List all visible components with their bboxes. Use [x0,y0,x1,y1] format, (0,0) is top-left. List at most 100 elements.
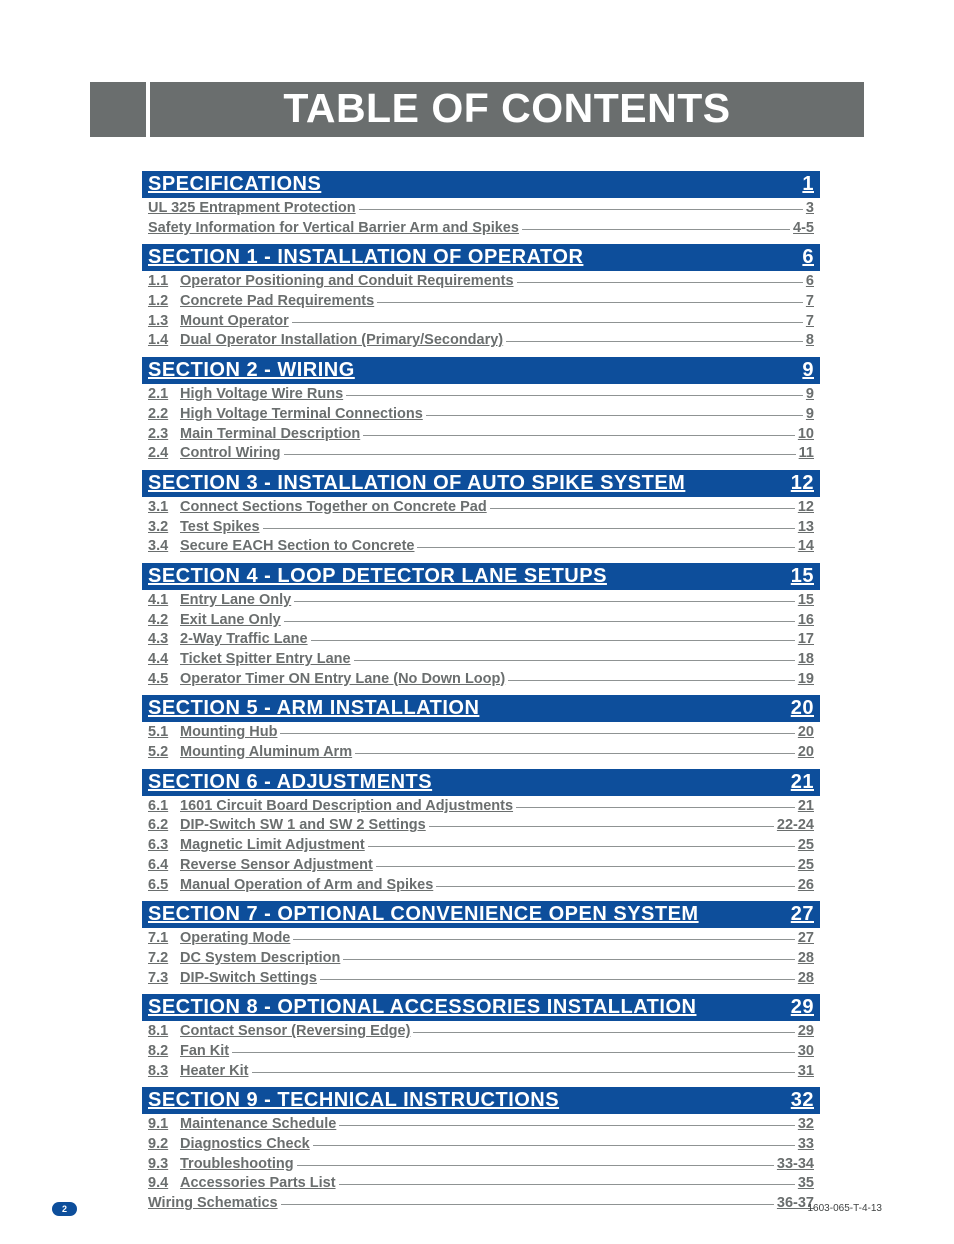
toc-entry: 1.1Operator Positioning and Conduit Requ… [142,272,820,292]
entry-label: UL 325 Entrapment Protection [148,200,356,218]
section-page: 29 [791,996,814,1019]
toc-entry: 7.3DIP-Switch Settings28 [142,969,820,989]
section-page: 12 [791,472,814,495]
entry-label: Entry Lane Only [180,592,291,610]
entry-page: 35 [798,1175,814,1193]
section-header: SECTION 4 - LOOP DETECTOR LANE SETUPS15 [142,563,820,591]
toc-entry: 6.11601 Circuit Board Description and Ad… [142,797,820,817]
section-header: SECTION 3 - INSTALLATION OF AUTO SPIKE S… [142,470,820,498]
entry-page: 7 [806,293,814,311]
section-header: SECTION 1 - INSTALLATION OF OPERATOR6 [142,244,820,272]
entry-label: Accessories Parts List [180,1175,336,1193]
section-title: SECTION 4 - LOOP DETECTOR LANE SETUPS [148,565,607,588]
entry-number: 9.3 [148,1156,180,1174]
entry-label: Manual Operation of Arm and Spikes [180,877,433,895]
entry-number: 7.3 [148,970,180,988]
leader-line [313,1145,795,1146]
section-header: SECTION 7 - OPTIONAL CONVENIENCE OPEN SY… [142,901,820,929]
entry-label: Mounting Aluminum Arm [180,744,352,762]
toc-entry: 2.3Main Terminal Description10 [142,425,820,445]
entry-page: 29 [798,1023,814,1041]
leader-line [516,807,795,808]
leader-line [343,959,795,960]
toc-entry: 1.2Concrete Pad Requirements7 [142,292,820,312]
toc-entry: 2.1High Voltage Wire Runs9 [142,385,820,405]
entry-label: Dual Operator Installation (Primary/Seco… [180,332,503,350]
entry-number: 2.4 [148,445,180,463]
leader-line [292,322,803,323]
leader-line [293,939,794,940]
page-footer: 2 1603-065-T-4-13 [0,1202,954,1216]
entry-number: 8.1 [148,1023,180,1041]
entry-number: 4.5 [148,671,180,689]
entry-number: 5.2 [148,744,180,762]
entry-page: 30 [798,1043,814,1061]
leader-line [354,660,795,661]
leader-line [346,395,803,396]
entry-label: Concrete Pad Requirements [180,293,374,311]
section-header: SECTION 8 - OPTIONAL ACCESSORIES INSTALL… [142,994,820,1022]
toc-entry: 4.32-Way Traffic Lane17 [142,630,820,650]
leader-line [284,454,796,455]
entry-label: Main Terminal Description [180,426,360,444]
toc-entry: 5.1Mounting Hub20 [142,723,820,743]
page-number-badge: 2 [52,1202,77,1216]
entry-label: Heater Kit [180,1063,249,1081]
entry-number: 1.3 [148,313,180,331]
entry-label: Control Wiring [180,445,281,463]
toc-entry: 3.4Secure EACH Section to Concrete14 [142,537,820,557]
leader-line [436,886,795,887]
entry-number: 9.4 [148,1175,180,1193]
section-header: SECTION 2 - WIRING9 [142,357,820,385]
leader-line [368,846,795,847]
entry-page: 16 [798,612,814,630]
leader-line [359,209,803,210]
entry-label: 2-Way Traffic Lane [180,631,308,649]
toc-entry: 2.4Control Wiring11 [142,444,820,464]
entry-page: 33-34 [777,1156,814,1174]
toc-entry: 6.3Magnetic Limit Adjustment25 [142,836,820,856]
entry-page: 7 [806,313,814,331]
entry-label: Test Spikes [180,519,260,537]
entry-number: 6.2 [148,817,180,835]
toc-entry: 4.2Exit Lane Only16 [142,611,820,631]
leader-line [490,508,795,509]
leader-line [376,866,795,867]
entry-page: 4-5 [793,220,814,238]
entry-label: Secure EACH Section to Concrete [180,538,414,556]
entry-number: 9.1 [148,1116,180,1134]
leader-line [339,1184,795,1185]
entry-label: 1601 Circuit Board Description and Adjus… [180,798,513,816]
leader-line [320,979,795,980]
entry-page: 22-24 [777,817,814,835]
entry-label: Fan Kit [180,1043,229,1061]
section-title: SECTION 6 - ADJUSTMENTS [148,771,432,794]
title-bar-cap [90,82,146,137]
leader-line [377,302,803,303]
leader-line [263,528,795,529]
entry-number: 3.4 [148,538,180,556]
entry-page: 6 [806,273,814,291]
entry-label: Exit Lane Only [180,612,281,630]
section-title: SPECIFICATIONS [148,173,321,196]
section-title: SECTION 3 - INSTALLATION OF AUTO SPIKE S… [148,472,685,495]
entry-number: 7.2 [148,950,180,968]
entry-page: 8 [806,332,814,350]
toc-entry: 9.2Diagnostics Check33 [142,1135,820,1155]
entry-label: Troubleshooting [180,1156,294,1174]
page-title: TABLE OF CONTENTS [150,82,864,137]
toc-entry: 9.3Troubleshooting 33-34 [142,1155,820,1175]
entry-number: 6.4 [148,857,180,875]
entry-page: 26 [798,877,814,895]
entry-page: 9 [806,406,814,424]
section-page: 9 [802,359,814,382]
entry-page: 19 [798,671,814,689]
entry-number: 1.1 [148,273,180,291]
entry-number: 8.2 [148,1043,180,1061]
toc-entry: 3.1Connect Sections Together on Concrete… [142,498,820,518]
entry-number: 6.3 [148,837,180,855]
section-title: SECTION 1 - INSTALLATION OF OPERATOR [148,246,583,269]
toc-entry: 3.2Test Spikes13 [142,518,820,538]
toc-entry: 2.2High Voltage Terminal Connections9 [142,405,820,425]
entry-page: 28 [798,950,814,968]
